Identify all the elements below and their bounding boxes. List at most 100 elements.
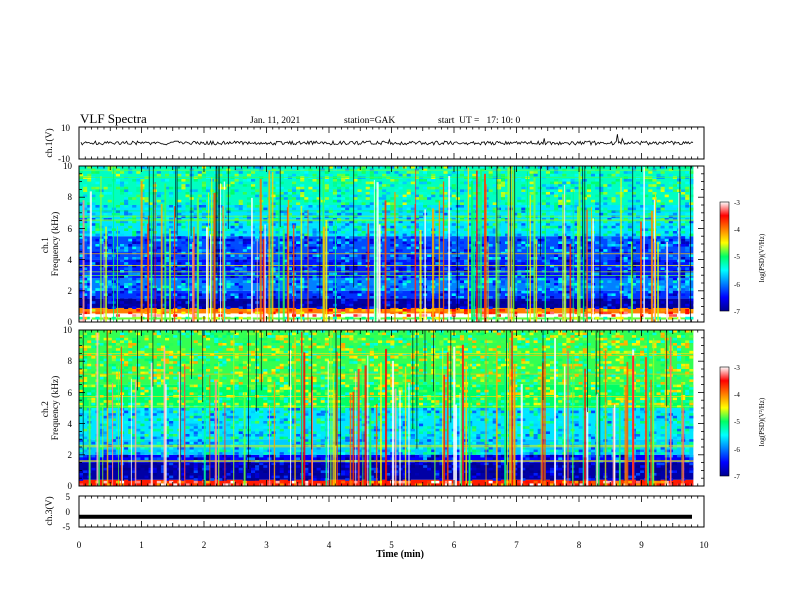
spectrogram-cell [87,231,92,234]
spectrogram-cell [103,205,108,208]
spectrogram-cell [312,277,317,281]
spectrogram-cell [308,220,313,224]
spectrogram-cell [238,205,243,208]
spectrogram-cell [128,382,133,385]
spectrogram-cell [672,233,677,237]
spectrogram-cell [79,171,84,174]
spectrogram-cell [369,293,374,296]
spectrogram-cell [128,340,133,343]
spectrogram-cell [586,207,591,211]
spectrogram-cell [312,290,317,294]
spectrogram-cell [648,283,653,286]
spectrogram-sferic [640,221,642,322]
spectrogram-cell [165,478,170,481]
spectrogram-cell [263,220,268,224]
spectrogram-cell [631,280,636,283]
spectrogram-cell [324,171,329,174]
spectrogram-cell [91,205,96,208]
spectrogram-cell [541,238,546,242]
spectrogram-cell [107,353,112,356]
spectrogram-cell [517,249,522,252]
spectrogram-cell [91,238,96,242]
spectrogram-cell [148,251,153,255]
spectrogram-cell [451,251,456,255]
spectrogram-cell [480,210,485,213]
spectrogram-cell [189,171,194,174]
spectrogram-cell [136,363,141,367]
spectrogram-cell [169,421,174,424]
spectrogram-cell [357,290,362,294]
spectrogram-cell [169,361,174,364]
spectrogram-cell [468,218,473,221]
spectrogram-cell [468,275,473,278]
spectrogram-cell [95,316,100,320]
spectrogram-cell [660,285,665,289]
spectrogram-cell [312,296,317,299]
spectrogram-cell [128,465,133,468]
spectrogram-cell [165,228,170,231]
spectrogram-cell [505,262,510,265]
spectrogram-cell [492,309,497,312]
spectrogram-cell [91,244,96,247]
spectrogram-cell [177,332,182,336]
spectrogram-cell [685,186,690,190]
spectrogram-cell [144,210,149,213]
spectrogram-cell [681,194,686,198]
spectrogram-cell [386,228,391,231]
spectrogram-cell [480,244,485,247]
spectrogram-cell [353,303,358,307]
spectrogram-dropout [218,166,220,238]
spectrogram-cell [341,257,346,260]
spectrogram-cell [308,192,313,195]
spectrogram-cell [115,467,120,471]
spectrogram-cell [128,212,133,216]
spectrogram-cell [595,244,600,247]
spectrogram-cell [148,259,153,263]
spectrogram-cell [173,207,178,211]
spectrogram-cell [103,452,108,455]
spectrogram-cell [160,179,165,182]
spectrogram-cell [570,264,575,268]
spectrogram-cell [414,277,419,281]
spectrogram-cell [443,212,448,216]
spectrogram-cell [95,246,100,250]
spectrogram-cell [611,319,616,322]
spectrogram-cell [312,205,317,208]
spectrogram-cell [124,199,129,203]
spectrogram-cell [345,218,350,221]
spectrogram-cell [406,303,411,307]
spectrogram-sferic [476,170,478,322]
spectrogram-cell [328,246,333,250]
spectrogram-cell [160,434,165,437]
spectrogram-cell [337,293,342,296]
spectrogram-cell [439,199,444,203]
spectrogram-cell [410,301,415,304]
spectrogram-cell [455,288,460,291]
spectrogram-cell [394,262,399,265]
spectrogram-cell [345,233,350,237]
spectrogram-cell [611,197,616,200]
spectrogram-cell [181,223,186,226]
spectrogram-cell [656,207,661,211]
spectrogram-cell [79,434,84,437]
spectrogram-cell [255,173,260,177]
spectrogram-cell [201,181,206,185]
spectrogram-cell [459,192,464,195]
spectrogram-cell [144,371,149,375]
spectrogram-cell [505,179,510,182]
spectrogram-cell [521,199,526,203]
spectrogram-cell [586,280,591,283]
spectrogram-cell [103,434,108,437]
spectrogram-cell [238,311,243,315]
spectrogram-cell [570,228,575,231]
spectrogram-cell [140,332,145,336]
spectrogram-cell [631,192,636,195]
spectrogram-cell [144,335,149,338]
spectrogram-cell [165,423,170,427]
spectrogram-sferic [582,182,585,322]
spectrogram-cell [230,264,235,268]
spectrogram-cell [361,290,366,294]
spectrogram-cell [79,374,84,377]
spectrogram-cell [312,212,317,216]
spectrogram-cell [574,259,579,263]
